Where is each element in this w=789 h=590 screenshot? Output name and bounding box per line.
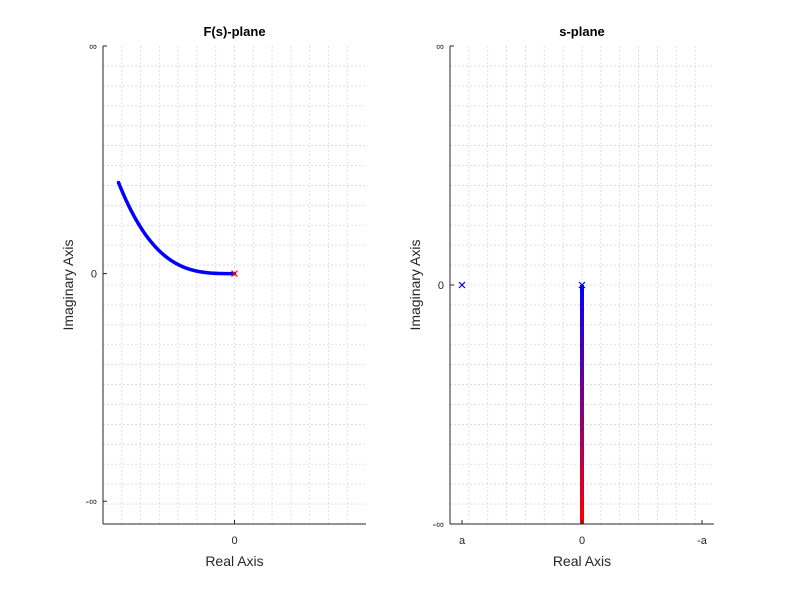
fs-plane-curve-point: [174, 262, 179, 266]
fs-plane-grid: [103, 46, 366, 524]
s-plane-y-tick-label: 0: [438, 280, 444, 292]
fs-plane-curve-point: [218, 271, 222, 276]
fs-plane-curve-point: [189, 268, 193, 272]
fs-plane-curve-point: [177, 263, 182, 267]
s-plane-x-marker: [458, 281, 466, 289]
fs-plane-curve-point: [195, 269, 199, 273]
fs-plane-curve-point: [221, 271, 225, 276]
fs-plane-ticks: 0 ∞ 0 -∞: [85, 41, 366, 547]
fs-plane-curve-point: [209, 271, 213, 275]
s-plane-x-marker-stroke: [458, 281, 466, 289]
s-plane-x-marker-stroke: [578, 281, 586, 289]
fs-plane-curve-point: [116, 180, 121, 185]
fs-plane-curve-point: [215, 271, 219, 276]
s-plane-panel: a 0 -a ∞ 0 -∞ s-plane Real Axis Imaginary Axi…: [407, 24, 714, 569]
fs-plane-curve-point: [198, 270, 202, 274]
fs-plane-curve-point: [206, 271, 211, 275]
fs-plane-x-marker: [231, 270, 238, 278]
fs-plane-x-axis-label: Real Axis: [205, 553, 263, 569]
fs-plane-curve-point: [224, 271, 228, 276]
fs-plane-curve-point: [212, 271, 216, 275]
fs-plane-axes-frame: [103, 46, 366, 524]
fs-plane-curve-point: [172, 260, 176, 264]
fs-plane-y-tick-label: 0: [91, 269, 97, 281]
s-plane-ticks: a 0 -a ∞ 0 -∞: [432, 41, 714, 547]
fs-plane-curve-point: [122, 194, 126, 198]
fs-plane-curve-point: [157, 249, 161, 253]
fs-plane-x-marker-stroke: [231, 270, 238, 278]
fs-plane-y-tick-label: -∞: [85, 496, 97, 508]
fs-plane-curve-point: [169, 258, 173, 262]
fs-plane-curve-point: [230, 272, 234, 276]
fs-plane-curve-point: [125, 201, 129, 205]
fs-plane-curve-point: [160, 251, 164, 255]
s-plane-title: s-plane: [559, 24, 605, 39]
fs-plane-curve: [116, 180, 237, 276]
fs-plane-title: F(s)-plane: [203, 24, 265, 39]
fs-plane-curve-point: [137, 222, 141, 227]
fs-plane-curve-point: [143, 231, 147, 235]
fs-plane-x-tick-label: 0: [231, 535, 237, 547]
fs-plane-panel: 0 ∞ 0 -∞ F(s)-plane Real Axis Imaginary Axi…: [60, 24, 366, 569]
fs-plane-curve-point: [148, 239, 153, 243]
s-plane-y-axis-label: Imaginary Axis: [407, 239, 423, 330]
fs-plane-curve-point: [128, 207, 132, 211]
fs-plane-curve-point: [227, 272, 231, 276]
fs-plane-curve-point: [154, 246, 158, 250]
fs-plane-curve-point: [192, 268, 196, 273]
s-plane-x-tick-label: a: [459, 535, 466, 547]
fs-plane-curve-point: [163, 254, 167, 258]
s-plane-x-tick-label: -a: [697, 535, 708, 547]
fs-plane-curve-point: [131, 212, 135, 216]
fs-plane-curve-point: [166, 256, 170, 260]
s-plane-marks: [458, 281, 586, 524]
fs-plane-marks: [116, 180, 238, 278]
s-plane-y-tick-label: -∞: [432, 519, 444, 531]
fs-plane-curve-point: [151, 242, 155, 247]
fs-plane-curve-point: [119, 188, 124, 192]
s-plane-y-tick-label: ∞: [436, 41, 444, 53]
fs-plane-y-axis-label: Imaginary Axis: [60, 239, 76, 330]
fs-plane-curve-point: [203, 270, 208, 275]
s-plane-x-marker: [578, 281, 586, 289]
s-plane-x-tick-label: 0: [579, 535, 585, 547]
fs-plane-y-tick-label: ∞: [89, 41, 97, 53]
fs-plane-curve-point: [201, 270, 205, 274]
s-plane-imaginary-axis-segment: [580, 285, 584, 524]
fs-plane-curve-point: [134, 217, 138, 222]
fs-plane-curve-point: [186, 267, 190, 271]
s-plane-x-axis-label: Real Axis: [553, 553, 611, 569]
fs-plane-curve-point: [180, 264, 184, 269]
fs-plane-curve-point: [183, 266, 187, 270]
fs-plane-curve-point: [140, 227, 144, 231]
fs-plane-curve-point: [145, 235, 150, 239]
